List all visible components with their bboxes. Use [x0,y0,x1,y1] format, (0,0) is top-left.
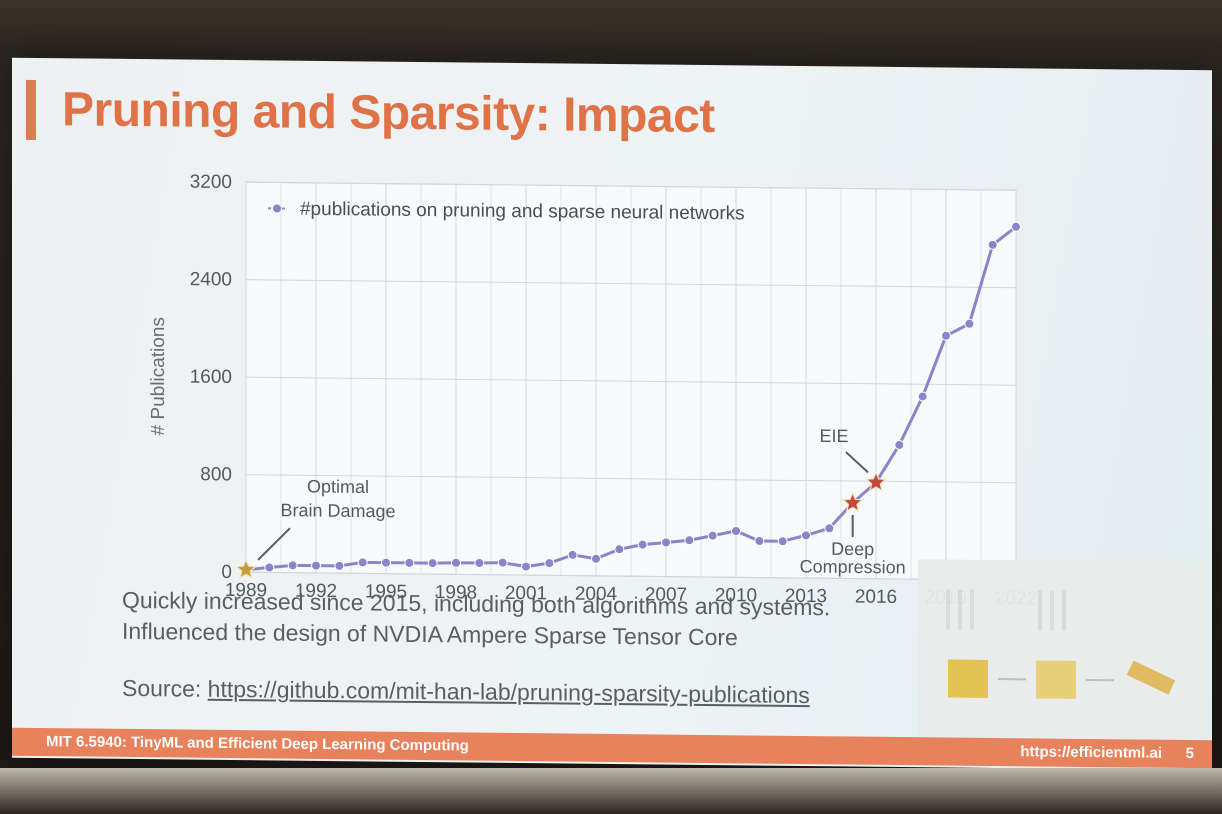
data-point [591,553,601,564]
series-line [245,225,1017,572]
sparse-tensor-core-thumbnail [918,559,1204,741]
y-gridline [246,181,1016,191]
slide: Pruning and Sparsity: Impact 1989 1992 199… [12,57,1212,771]
source-line: Source: https://github.com/mit-han-lab/p… [122,675,810,709]
x-tick-label: 2010 [715,585,757,606]
y-gridline [246,571,1016,581]
data-point [731,525,741,536]
x-tick-label: 1995 [365,581,407,602]
publications-chart: 1989 1992 1995 1998 2001 2004 2007 2010 2013 2016… [148,172,1037,610]
data-point [917,391,928,402]
screen-bezel [0,768,1222,814]
y-tick-label: 800 [200,464,232,485]
data-point [427,558,438,569]
data-point [801,530,811,541]
dense-matrix-icon [948,659,988,698]
data-point [451,557,461,568]
data-point [567,549,578,560]
data-point [1011,221,1021,232]
annotation-star [865,470,887,492]
x-tick-label: 2013 [785,586,827,607]
y-tick-label: 0 [221,562,232,583]
annotation-label: Brain Damage [280,500,395,521]
data-point [381,557,391,568]
annotation-label: Optimal [307,476,369,497]
data-point [964,318,975,329]
legend-label: #publications on pruning and sparse neur… [300,199,745,225]
x-tick-label: 2016 [855,587,897,608]
x-tick-label: 1992 [295,581,337,602]
x-tick-label: 1989 [225,580,267,601]
y-axis-label: # Publications [148,317,169,436]
data-point [404,557,415,568]
annotation-star [235,558,257,580]
data-point [311,560,321,571]
x-tick-label: 1998 [435,582,477,603]
data-point [521,561,531,572]
x-tick-label: 2004 [575,584,618,605]
data-point [707,530,718,541]
data-point [334,560,345,571]
data-point [287,560,298,571]
data-point [987,239,998,250]
y-gridline [246,376,1016,386]
y-gridline [246,279,1016,289]
annotation-star [841,491,864,513]
data-point [777,536,788,547]
data-point [474,558,485,569]
data-point [497,557,508,568]
slide-title: Pruning and Sparsity: Impact [62,83,715,144]
annotation-label: Deep [831,539,874,559]
slide-caption: Quickly increased since 2015, including … [122,585,922,655]
data-point [684,535,695,546]
title-accent-bar [26,79,36,140]
data-point [941,330,951,341]
y-tick-label: 1600 [190,367,232,388]
y-tick-label: 2400 [190,269,232,290]
x-tick-label: 2007 [645,584,687,605]
data-point [637,539,648,550]
data-point [824,523,835,534]
data-point [544,558,555,569]
data-point [754,535,765,546]
data-point [614,544,625,555]
annotation-label: Compression [800,556,906,577]
footer-url[interactable]: https://efficientml.ai [1020,743,1162,762]
annotation-arrow [257,527,291,561]
data-point [264,562,275,573]
y-gridline [246,474,1016,484]
page-number: 5 [1185,745,1194,763]
annotation-arrow [845,451,869,474]
source-label: Source: [122,674,202,702]
source-link[interactable]: https://github.com/mit-han-lab/pruning-s… [207,675,810,709]
sparse-matrix-icon [1036,660,1076,699]
legend-marker [273,204,281,213]
tensor-core-icon [1126,660,1176,695]
data-point [661,537,671,548]
footer-course: MIT 6.5940: TinyML and Efficient Deep Le… [46,733,469,755]
y-tick-label: 3200 [190,172,232,193]
data-point [894,439,905,450]
data-point [357,557,368,568]
annotation-label: EIE [819,426,848,446]
x-tick-label: 2001 [505,583,547,604]
